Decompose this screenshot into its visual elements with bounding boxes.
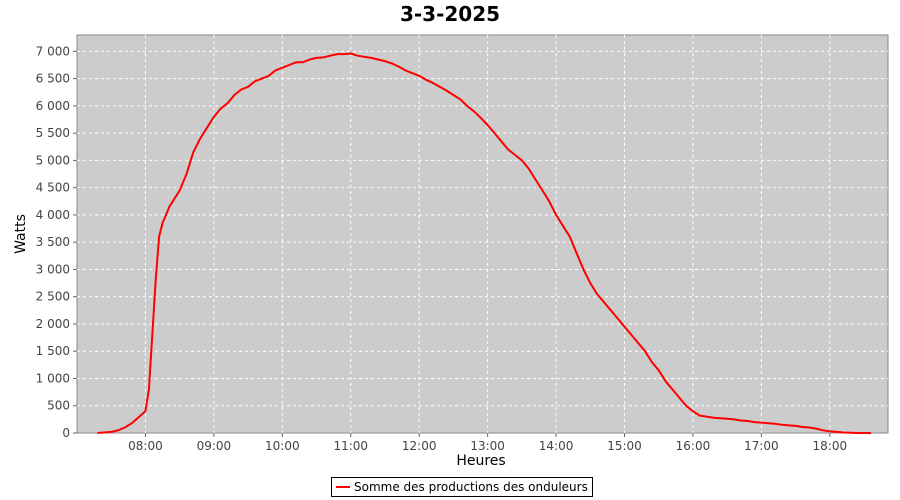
x-tick-label: 12:00 (402, 439, 437, 453)
y-tick-label: 0 (62, 426, 70, 440)
y-axis-title: Watts (13, 214, 29, 254)
legend-label: Somme des productions des onduleurs (354, 480, 588, 494)
y-tick-label: 2 500 (36, 290, 70, 304)
legend-swatch (336, 486, 350, 488)
chart-title: 3-3-2025 (399, 2, 501, 26)
series-line (97, 52, 871, 434)
grid (77, 35, 888, 433)
x-tick-label: 09:00 (197, 439, 232, 453)
x-tick-label: 17:00 (744, 439, 779, 453)
x-tick-label: 15:00 (607, 439, 642, 453)
y-tick-label: 1 500 (36, 344, 70, 358)
x-tick-label: 14:00 (539, 439, 574, 453)
y-tick-label: 6 500 (36, 72, 70, 86)
legend: Somme des productions des onduleurs (331, 477, 593, 497)
y-tick-label: 7 000 (36, 44, 70, 58)
x-tick-label: 16:00 (676, 439, 711, 453)
y-tick-label: 2 000 (36, 317, 70, 331)
y-tick-label: 1 000 (36, 371, 70, 385)
x-tick-label: 13:00 (470, 439, 505, 453)
series-layer (97, 52, 871, 434)
x-axis-title: Heures (456, 453, 505, 469)
x-tick-label: 11:00 (333, 439, 368, 453)
x-tick-label: 08:00 (128, 439, 163, 453)
y-tick-label: 3 000 (36, 262, 70, 276)
y-tick-label: 5 000 (36, 153, 70, 167)
y-tick-label: 6 000 (36, 99, 70, 113)
y-tick-label: 500 (47, 399, 70, 413)
x-tick-label: 10:00 (265, 439, 300, 453)
plot-background (76, 34, 889, 434)
axes: 0 500 1 000 1 500 2 000 2 500 3 000 3 500 4 000 4… (36, 44, 847, 453)
y-tick-label: 3 500 (36, 235, 70, 249)
y-tick-label: 4 500 (36, 181, 70, 195)
y-tick-label: 4 000 (36, 208, 70, 222)
y-tick-label: 5 500 (36, 126, 70, 140)
x-tick-label: 18:00 (813, 439, 848, 453)
